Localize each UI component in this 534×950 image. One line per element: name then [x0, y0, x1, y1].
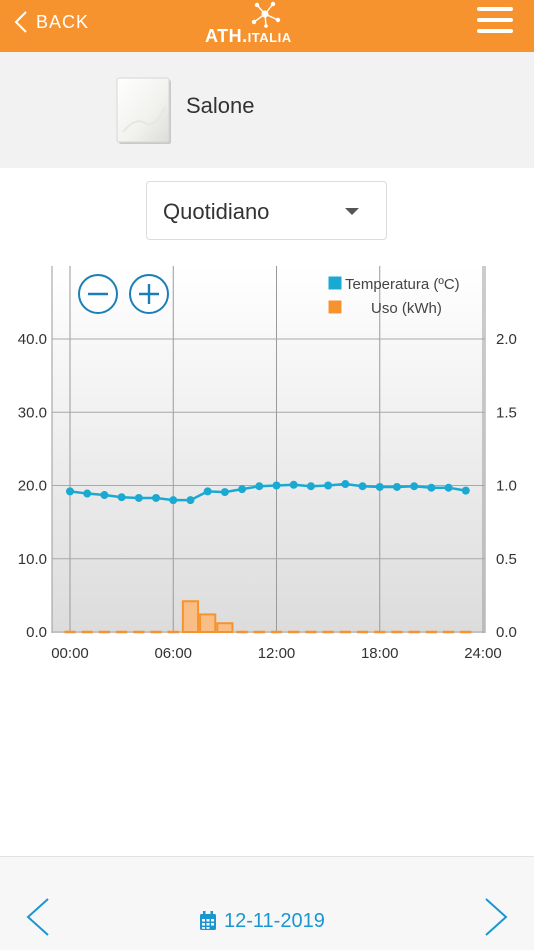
temperature-point	[306, 482, 315, 491]
caret-down-icon	[345, 208, 359, 215]
temperature-point	[83, 489, 92, 498]
temperature-point	[427, 483, 436, 492]
back-label: BACK	[36, 11, 90, 32]
device-name: Salone	[186, 93, 255, 118]
app-header: BACK ATH.ITALIA	[0, 0, 534, 52]
temperature-point	[255, 482, 264, 491]
temperature-point	[444, 483, 453, 492]
chevron-right-icon	[485, 898, 508, 936]
heater-panel-icon	[116, 77, 171, 144]
temperature-point	[341, 480, 350, 489]
zoom-out-button[interactable]	[78, 274, 118, 314]
usage-bar	[181, 600, 200, 633]
temperature-point	[100, 491, 109, 500]
usage-bar	[216, 622, 234, 633]
x-tick-label: 06:00	[154, 645, 192, 662]
period-selected-value: Quotidiano	[163, 199, 270, 224]
previous-day-button[interactable]	[22, 895, 52, 939]
axis-ticks: 00:00 06:00 12:00 18:00 24:00 0.0 10.0 20.0 30.0…	[18, 331, 517, 662]
usage-bars	[64, 600, 472, 634]
legend-swatch-usage	[327, 299, 343, 315]
temperature-point	[203, 487, 212, 496]
usage-bar	[199, 613, 217, 634]
y-right-tick-label: 0.5	[496, 551, 517, 568]
period-select[interactable]: Quotidiano	[146, 181, 387, 240]
device-header: Salone	[0, 52, 534, 168]
y-left-tick-label: 30.0	[18, 404, 47, 421]
back-button[interactable]: BACK	[14, 0, 89, 44]
temperature-point	[410, 482, 419, 491]
logo-text: ATH.ITALIA	[205, 26, 292, 47]
zoom-in-button[interactable]	[129, 274, 169, 314]
footer-divider	[0, 856, 534, 857]
plus-icon	[139, 284, 159, 304]
x-tick-label: 00:00	[51, 645, 89, 662]
x-tick-label: 18:00	[361, 645, 399, 662]
temperature-point	[324, 481, 333, 490]
calendar-icon	[200, 911, 216, 930]
temperature-point	[169, 496, 178, 505]
legend-label-usage: Uso (kWh)	[371, 300, 442, 317]
y-left-tick-label: 40.0	[18, 331, 47, 348]
chevron-left-icon	[26, 898, 49, 936]
y-left-tick-label: 10.0	[18, 551, 47, 568]
x-tick-label: 12:00	[258, 645, 296, 662]
y-right-tick-label: 1.5	[496, 404, 517, 421]
temperature-point	[461, 486, 470, 495]
temperature-point	[392, 482, 401, 491]
temperature-point	[289, 480, 298, 489]
menu-bar	[477, 18, 513, 22]
y-right-tick-label: 0.0	[496, 624, 517, 641]
temperature-point	[117, 493, 126, 502]
molecule-icon	[251, 1, 281, 28]
temperature-point	[375, 482, 384, 491]
temperature-line	[66, 480, 470, 505]
temperature-point	[186, 496, 195, 505]
x-tick-label: 24:00	[464, 645, 502, 662]
hamburger-menu-button[interactable]	[477, 7, 513, 37]
temperature-point	[152, 493, 161, 502]
logo-sub: ITALIA	[247, 30, 292, 45]
y-right-tick-label: 2.0	[496, 331, 517, 348]
chart-legend: Temperatura (ºC) Uso (kWh)	[327, 275, 460, 317]
temperature-point	[66, 487, 74, 496]
temperature-point	[134, 493, 143, 502]
legend-label-temperature: Temperatura (ºC)	[345, 276, 460, 293]
plot-area	[52, 266, 485, 633]
next-day-button[interactable]	[482, 895, 512, 939]
temperature-point	[238, 485, 247, 494]
temperature-point	[272, 481, 281, 490]
menu-bar	[477, 7, 513, 11]
y-right-tick-label: 1.0	[496, 478, 517, 495]
temperature-point	[220, 488, 229, 497]
logo-main: ATH.	[205, 26, 248, 46]
legend-swatch-temperature	[327, 275, 343, 291]
temperature-point	[358, 482, 367, 491]
menu-bar	[477, 29, 513, 33]
date-footer: 12-11-2019	[0, 857, 534, 950]
app-logo: ATH.ITALIA	[202, 0, 312, 52]
chevron-left-icon	[14, 11, 27, 33]
y-left-tick-label: 20.0	[18, 478, 47, 495]
date-picker-button[interactable]: 12-11-2019	[199, 909, 325, 933]
usage-chart: 00:00 06:00 12:00 18:00 24:00 0.0 10.0 20.0 30.0…	[18, 266, 517, 662]
y-left-tick-label: 0.0	[26, 624, 47, 641]
date-label: 12-11-2019	[224, 909, 325, 932]
